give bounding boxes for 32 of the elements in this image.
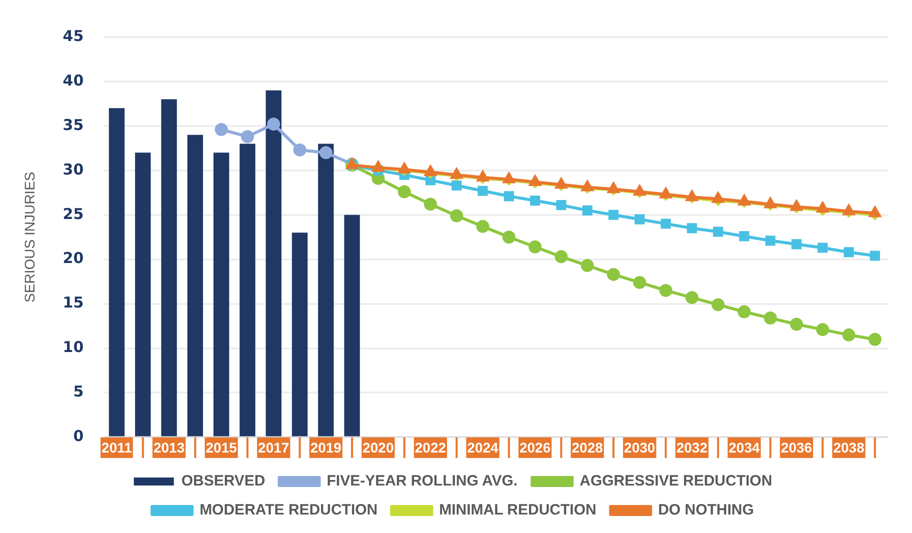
x-tick-label: 2024 <box>467 439 499 456</box>
x-tick-label: 2038 <box>833 439 865 456</box>
y-axis-title: SERIOUS INJURIES <box>21 172 38 302</box>
x-tick-label: 2026 <box>519 439 551 456</box>
x-tick-label: 2030 <box>624 439 656 456</box>
x-tick-label: 2013 <box>153 439 185 456</box>
legend-label: DO NOTHING <box>658 502 754 519</box>
legend-label: OBSERVED <box>181 472 266 490</box>
legend-label: MODERATE REDUCTION <box>200 502 378 519</box>
x-tick-label: 2032 <box>676 439 708 456</box>
y-tick-label: 25 <box>62 204 84 223</box>
y-tick-label: 30 <box>62 160 84 178</box>
y-tick-label: 20 <box>62 249 84 268</box>
x-tick-label: 2022 <box>414 439 446 456</box>
x-tick-label: 2034 <box>728 439 760 456</box>
x-tick-label: 2011 <box>102 439 132 456</box>
x-tick-label: 2017 <box>258 439 290 456</box>
x-tick-label: 2036 <box>780 439 812 456</box>
y-tick-label: 40 <box>62 71 84 90</box>
legend-label: FIVE-YEAR ROLLING AVG. <box>326 472 518 490</box>
y-tick-label: 45 <box>62 26 84 45</box>
y-tick-label: 35 <box>62 116 84 134</box>
x-tick-label: 2019 <box>310 439 342 456</box>
legend-label: AGGRESSIVE REDUCTION <box>580 472 772 490</box>
y-tick-label: 15 <box>62 294 84 312</box>
y-tick-label: 5 <box>73 382 84 401</box>
legend-label: MINIMAL REDUCTION <box>439 502 596 519</box>
x-tick-label: 2020 <box>362 439 394 456</box>
x-tick-label: 2028 <box>572 439 604 456</box>
y-tick-label: 10 <box>62 338 84 356</box>
x-tick-label: 2015 <box>206 439 238 456</box>
y-tick-label: 0 <box>73 427 84 446</box>
